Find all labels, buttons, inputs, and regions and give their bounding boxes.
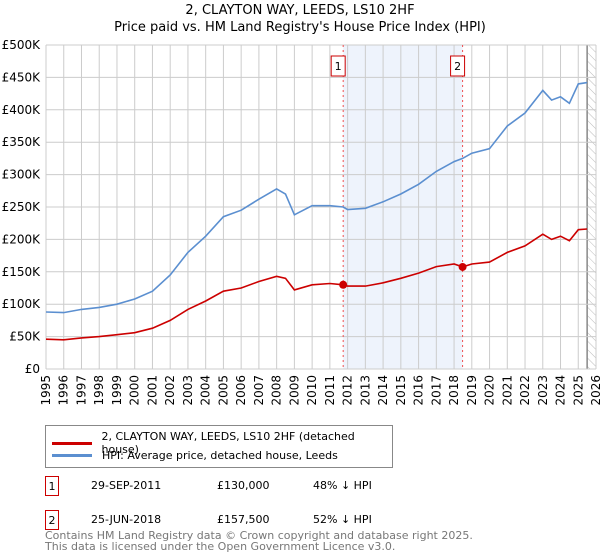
hpi-line <box>45 81 588 314</box>
transaction-price: £157,500 <box>217 513 270 526</box>
x-tick-label: 2024 <box>554 375 568 406</box>
legend: 2, CLAYTON WAY, LEEDS, LS10 2HF (detache… <box>45 425 393 468</box>
x-tick-label: 2013 <box>358 375 372 406</box>
y-tick-label: £50K <box>9 330 41 344</box>
y-tick-label: £150K <box>2 265 42 279</box>
property-price-line <box>45 228 588 341</box>
x-tick-label: 2008 <box>270 375 284 406</box>
x-tick-label: 1998 <box>92 375 106 406</box>
y-tick-label: £200K <box>2 232 42 246</box>
chart-title: 2, CLAYTON WAY, LEEDS, LS10 2HF <box>185 3 415 18</box>
x-tick-label: 2010 <box>305 375 319 406</box>
transaction-hpi: 52% ↓ HPI <box>313 513 372 526</box>
sale-badge <box>330 55 346 77</box>
footer-licence: This data is licensed under the Open Gov… <box>45 540 396 553</box>
x-tick-label: 2012 <box>341 375 355 406</box>
transaction-hpi: 48% ↓ HPI <box>313 479 372 492</box>
chart-subtitle: Price paid vs. HM Land Registry's House … <box>114 20 486 35</box>
transaction-price: £130,000 <box>217 479 270 492</box>
legend-property-label: 2, CLAYTON WAY, LEEDS, LS10 2HF (detache… <box>101 430 355 456</box>
x-tick-label: 2001 <box>145 375 159 406</box>
sale-badge-label: 2 <box>454 60 461 73</box>
y-tick-label: £450K <box>2 70 42 84</box>
x-tick-label: 1995 <box>39 375 53 406</box>
legend-red-line <box>52 441 92 445</box>
x-tick-label: 2021 <box>500 375 514 406</box>
x-tick-label: 2003 <box>181 375 195 406</box>
y-tick-label: £400K <box>2 103 42 117</box>
x-tick-label: 2017 <box>429 375 443 406</box>
x-tick-label: 2009 <box>287 375 301 406</box>
x-tick-label: 1996 <box>57 375 71 406</box>
x-tick-label: 2007 <box>252 375 266 406</box>
x-tick-label: 2025 <box>571 375 585 406</box>
y-tick-label: £500K <box>2 38 42 52</box>
x-tick-label: 2011 <box>323 375 337 406</box>
x-tick-label: 2014 <box>376 375 390 406</box>
sale-badge-label: 1 <box>335 60 342 73</box>
x-tick-label: 2000 <box>128 375 142 406</box>
x-tick-label: 2015 <box>394 375 408 406</box>
y-tick-label: £0 <box>25 362 40 376</box>
legend-blue-line <box>52 454 92 457</box>
x-tick-label: 2004 <box>199 375 213 406</box>
x-tick-label: 2019 <box>465 375 479 406</box>
x-tick-label: 2023 <box>536 375 550 406</box>
transaction-date: 25-JUN-2018 <box>91 513 162 526</box>
transaction-badge: 1 <box>45 476 59 496</box>
price-chart: 1995 1996 1997 1998 1999 2000 2001 2002 2003 2004… <box>2 38 600 406</box>
x-tick-label: 2026 <box>589 375 600 406</box>
x-tick-label: 1999 <box>110 375 124 406</box>
x-tick-label: 2006 <box>234 375 248 406</box>
legend-hpi-label: HPI: Average price, detached house, Leed… <box>102 449 338 462</box>
sale-point <box>339 280 348 289</box>
footer-copyright: Contains HM Land Registry data © Crown c… <box>45 529 473 542</box>
sale-badge <box>450 55 466 77</box>
y-tick-label: £350K <box>2 135 42 149</box>
x-tick-label: 2018 <box>447 375 461 406</box>
y-tick-label: £100K <box>2 297 42 311</box>
x-tick-label: 2020 <box>483 375 497 406</box>
x-tick-label: 2002 <box>163 375 177 406</box>
y-tick-label: £300K <box>2 168 42 182</box>
transaction-badge: 2 <box>45 510 59 530</box>
x-tick-label: 1997 <box>74 375 88 406</box>
x-tick-label: 2022 <box>518 375 532 406</box>
y-tick-label: £250K <box>2 200 42 214</box>
sale-point <box>458 262 467 271</box>
x-tick-label: 2005 <box>216 375 230 406</box>
transaction-date: 29-SEP-2011 <box>91 479 162 492</box>
x-tick-label: 2016 <box>412 375 426 406</box>
